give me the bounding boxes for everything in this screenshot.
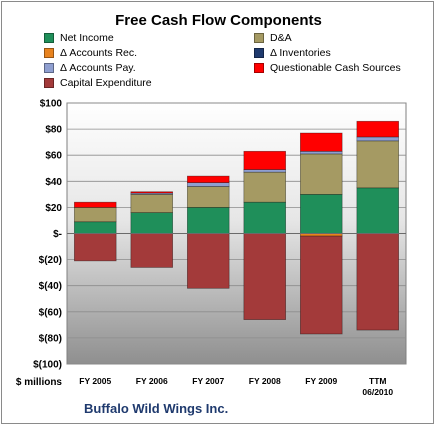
legend-swatch bbox=[44, 63, 54, 73]
bar-segment bbox=[299, 194, 343, 234]
bar-segment bbox=[299, 235, 343, 335]
y-tick-label: $60 bbox=[45, 151, 62, 162]
legend-item-inventories: Δ Inventories bbox=[254, 47, 331, 59]
bar-segment bbox=[243, 171, 287, 203]
y-tick-label: $(80) bbox=[39, 333, 62, 344]
legend-label: Capital Expenditure bbox=[60, 77, 152, 89]
chart-title: Free Cash Flow Components bbox=[115, 12, 322, 29]
bar-segment bbox=[73, 207, 117, 223]
bar-segment bbox=[73, 221, 117, 234]
legend-item-capex: Capital Expenditure bbox=[44, 77, 152, 89]
bar-segment bbox=[186, 175, 230, 183]
legend-item-accounts-pay: Δ Accounts Pay. bbox=[44, 62, 136, 74]
y-tick-label: $- bbox=[53, 229, 62, 240]
bar-segment bbox=[130, 191, 174, 194]
bar-segment bbox=[243, 201, 287, 234]
x-tick-label: FY 2005 bbox=[79, 376, 111, 386]
legend-item-net-income: Net Income bbox=[44, 32, 114, 44]
bar-segment bbox=[356, 140, 400, 189]
legend-swatch bbox=[44, 48, 54, 58]
x-tick-label: FY 2006 bbox=[136, 376, 168, 386]
legend: Net Income D&A Δ Accounts Rec. Δ Invento… bbox=[0, 30, 437, 90]
x-tick-label: FY 2007 bbox=[192, 376, 224, 386]
legend-label: Δ Accounts Pay. bbox=[60, 62, 136, 74]
bar-segment bbox=[299, 150, 343, 155]
y-unit-label: $ millions bbox=[16, 377, 63, 388]
bar-segment bbox=[130, 233, 174, 268]
y-tick-label: $(100) bbox=[33, 360, 62, 371]
legend-label: Δ Inventories bbox=[270, 47, 331, 59]
legend-swatch bbox=[254, 48, 264, 58]
bar-segment bbox=[299, 132, 343, 152]
legend-label: Δ Accounts Rec. bbox=[60, 47, 138, 59]
legend-swatch bbox=[254, 63, 264, 73]
bar-segment bbox=[186, 186, 230, 208]
y-tick-label: $80 bbox=[45, 125, 62, 136]
bar-segment bbox=[130, 212, 174, 234]
legend-item-accounts-rec: Δ Accounts Rec. bbox=[44, 47, 137, 59]
bar-segment bbox=[356, 187, 400, 234]
y-tick-label: $(20) bbox=[39, 255, 62, 266]
bar-segment bbox=[243, 169, 287, 173]
bar-segment bbox=[356, 136, 400, 142]
legend-label: Questionable Cash Sources bbox=[270, 62, 401, 74]
x-tick-label: FY 2008 bbox=[249, 376, 281, 386]
y-tick-label: $(40) bbox=[39, 281, 62, 292]
legend-swatch bbox=[44, 78, 54, 88]
bar-segment bbox=[243, 233, 287, 320]
legend-swatch bbox=[254, 33, 264, 43]
bar-segment bbox=[186, 233, 230, 289]
bar-segment bbox=[356, 233, 400, 331]
bar-segment bbox=[243, 150, 287, 170]
bar-segment bbox=[186, 207, 230, 234]
company-name: Buffalo Wild Wings Inc. bbox=[84, 401, 229, 416]
x-tick-label: FY 2009 bbox=[305, 376, 337, 386]
y-tick-label: $40 bbox=[45, 177, 62, 188]
y-tick-label: $100 bbox=[40, 99, 63, 110]
legend-label: Net Income bbox=[60, 32, 114, 44]
bar-segment bbox=[186, 182, 230, 187]
y-tick-label: $20 bbox=[45, 203, 62, 214]
bar-segment bbox=[130, 194, 174, 213]
bar-segment bbox=[73, 201, 117, 208]
bar-segment bbox=[299, 153, 343, 195]
x-tick-label: TTM 06/2010 bbox=[362, 376, 393, 397]
legend-item-questionable-cash: Questionable Cash Sources bbox=[254, 62, 401, 74]
legend-label: D&A bbox=[270, 32, 292, 44]
y-tick-label: $(60) bbox=[39, 307, 62, 318]
bar-segment bbox=[356, 120, 400, 138]
legend-item-d-and-a: D&A bbox=[254, 32, 292, 44]
bar-segment bbox=[73, 233, 117, 262]
legend-swatch bbox=[44, 33, 54, 43]
